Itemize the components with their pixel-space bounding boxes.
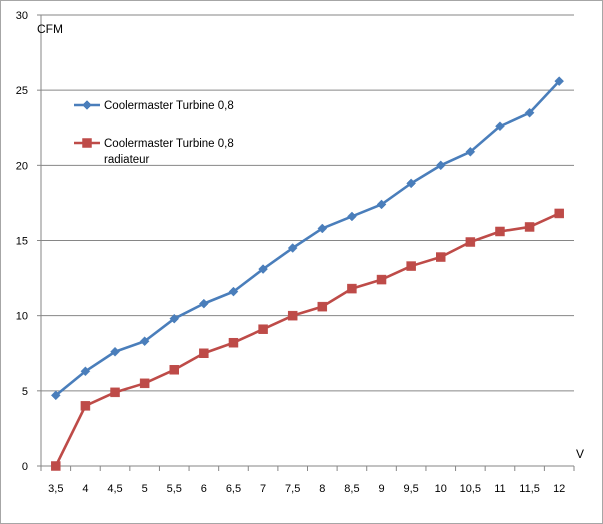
axes <box>37 14 575 471</box>
data-point <box>287 243 298 253</box>
y-axis-tick-labels: 0 5 10 15 20 25 30 <box>16 10 28 473</box>
data-point <box>524 107 535 118</box>
x-tick-label: 9,5 <box>403 483 418 495</box>
data-point <box>169 365 179 375</box>
series-layer <box>50 76 565 471</box>
data-point <box>435 160 446 171</box>
legend-label: Coolermaster Turbine 0,8 <box>104 138 234 150</box>
data-point <box>347 283 357 294</box>
data-point <box>139 336 150 347</box>
data-point <box>347 211 357 222</box>
x-tick-label: 5,5 <box>167 483 182 495</box>
data-point <box>524 222 535 232</box>
legend-label: Coolermaster Turbine 0,8 <box>104 100 234 112</box>
x-tick-label: 7 <box>260 483 266 495</box>
series-line <box>54 212 560 467</box>
y-tick-label: 0 <box>22 461 28 473</box>
data-point <box>139 378 150 389</box>
data-point <box>51 461 61 471</box>
data-point <box>228 337 239 348</box>
data-point <box>199 348 209 358</box>
legend-item-1: Coolermaster Turbine 0,8 <box>74 100 234 112</box>
data-point <box>258 264 268 274</box>
data-point <box>199 298 209 309</box>
data-point <box>554 76 565 87</box>
legend-marker <box>82 100 92 110</box>
x-tick-label: 6,5 <box>226 483 241 495</box>
x-tick-label: 5 <box>142 483 148 495</box>
data-point <box>406 261 416 271</box>
x-unit-label: V <box>576 447 584 461</box>
legend-item-2: Coolermaster Turbine 0,8 radiateur <box>74 138 234 166</box>
gridlines <box>41 14 574 392</box>
series-2 <box>51 208 564 471</box>
y-tick-label: 10 <box>16 311 28 323</box>
data-point <box>110 387 120 398</box>
x-tick-label: 12 <box>553 483 565 495</box>
data-point <box>110 346 120 357</box>
data-point <box>495 226 505 237</box>
data-point <box>554 208 564 219</box>
y-tick-label: 25 <box>16 85 28 97</box>
x-tick-label: 3,5 <box>48 483 63 495</box>
data-point <box>287 310 298 321</box>
series-1 <box>50 76 565 401</box>
data-point <box>317 223 328 234</box>
y-tick-label: 15 <box>16 236 28 248</box>
x-tick-label: 11,5 <box>519 483 540 495</box>
data-point <box>465 237 476 247</box>
data-point <box>50 390 61 401</box>
data-point <box>80 401 91 411</box>
x-tick-label: 8,5 <box>344 483 359 495</box>
data-point <box>80 366 91 377</box>
y-tick-label: 20 <box>16 160 28 172</box>
data-point <box>317 301 328 312</box>
data-point <box>169 313 180 324</box>
data-point <box>436 252 446 262</box>
x-axis-tick-labels: 3,5 4 4,5 5 5,5 6 6,5 7 7,5 8 8,5 9 9,5 10 10,5 11 11,5 1… <box>48 483 565 495</box>
y-tick-label: 30 <box>16 10 28 22</box>
x-tick-label: 4 <box>82 483 88 495</box>
x-tick-label: 11 <box>494 483 505 495</box>
x-tick-label: 4,5 <box>107 483 122 495</box>
legend-marker <box>82 138 92 148</box>
x-tick-label: 8 <box>319 483 325 495</box>
series-line <box>54 80 561 397</box>
x-tick-label: 6 <box>201 483 207 495</box>
data-point <box>495 121 505 132</box>
x-tick-label: 10,5 <box>460 483 481 495</box>
data-point <box>376 274 387 285</box>
x-tick-label: 7,5 <box>285 483 300 495</box>
data-point <box>376 199 387 210</box>
data-point <box>228 286 239 297</box>
legend-label: radiateur <box>104 154 150 166</box>
data-point <box>258 324 268 334</box>
y-unit-label: CFM <box>37 22 63 36</box>
x-tick-label: 9 <box>378 483 384 495</box>
data-point <box>465 146 476 157</box>
y-tick-label: 5 <box>22 386 28 398</box>
x-tick-label: 10 <box>435 483 447 495</box>
data-point <box>406 178 416 189</box>
